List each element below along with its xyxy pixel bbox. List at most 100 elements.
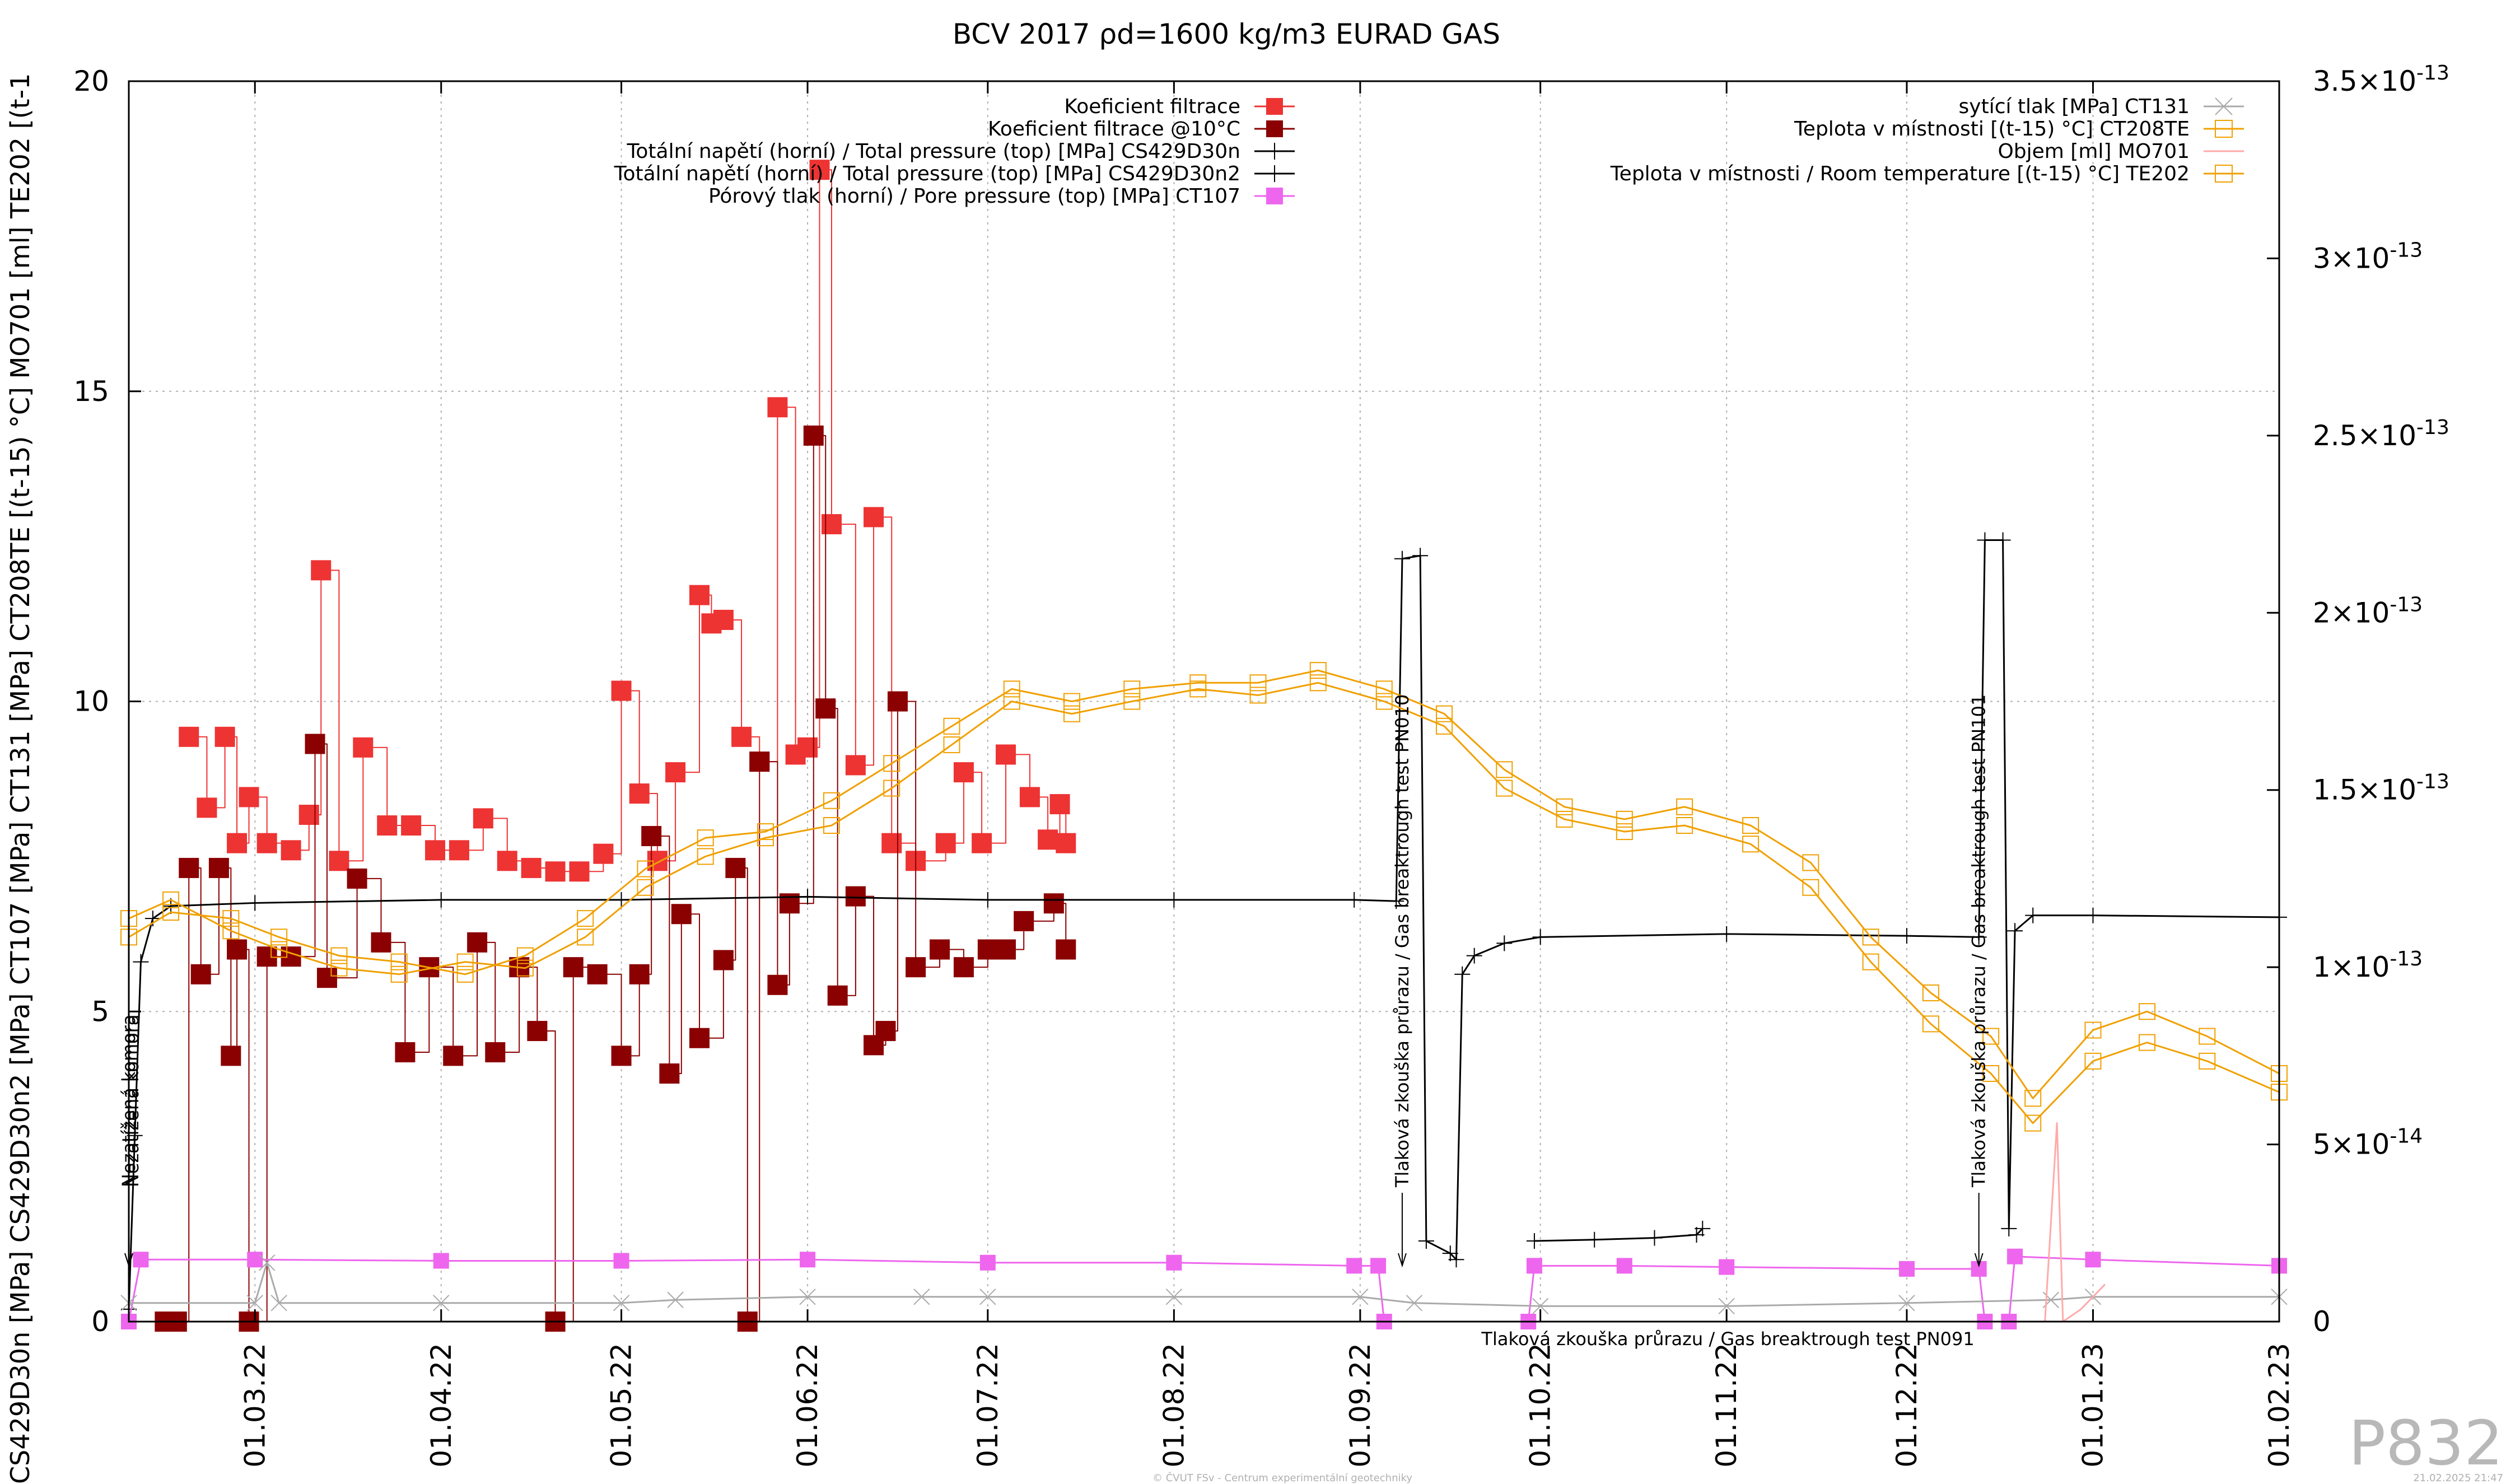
data-point (823, 817, 840, 834)
annotation-arrowhead (1974, 1253, 1984, 1268)
data-point (1556, 810, 1573, 828)
data-point (629, 964, 650, 984)
annotation-label: Nezatížená komora (122, 1015, 143, 1188)
data-point (2084, 1021, 2102, 1039)
data-point (2007, 1248, 2023, 1264)
data-point (797, 737, 818, 758)
data-point (875, 1021, 896, 1042)
data-point (569, 861, 590, 882)
data-point (353, 737, 374, 758)
data-point (247, 1252, 263, 1268)
data-point (1526, 1258, 1542, 1274)
data-point (1676, 817, 1693, 834)
data-point (1249, 674, 1267, 692)
data-point (456, 965, 474, 983)
data-point (1742, 836, 1760, 853)
data-point (298, 805, 319, 825)
data-point (222, 922, 240, 940)
data-point (2025, 907, 2041, 923)
data-point (221, 1046, 241, 1066)
legend-label: Teplota v místnosti [(t-15) °C] CT208TE (1794, 118, 2190, 141)
data-point (377, 815, 398, 836)
data-point (637, 879, 654, 896)
y-tick-label: 5 (91, 995, 109, 1028)
data-point (979, 1288, 996, 1305)
data-point (527, 1021, 548, 1042)
data-point (1436, 705, 1453, 722)
series-layer (120, 160, 2288, 1332)
data-point (689, 1028, 710, 1048)
data-point (516, 947, 534, 964)
data-point (815, 698, 836, 719)
data-point (2215, 120, 2233, 138)
data-point (208, 857, 229, 878)
data-point (1977, 532, 1993, 548)
data-point (2139, 1003, 2156, 1020)
data-point (577, 910, 594, 927)
x-tick-label: 01.08.22 (1158, 1343, 1190, 1468)
x-tick-label: 01.02.23 (2263, 1343, 2295, 1468)
data-point (821, 514, 842, 535)
data-point (1718, 1298, 1735, 1315)
data-point (629, 783, 650, 804)
data-point (845, 755, 866, 776)
data-point (330, 947, 348, 964)
data-point (611, 680, 632, 701)
data-point (433, 1253, 449, 1269)
data-point (2139, 1034, 2156, 1051)
data-point (1375, 680, 1393, 698)
data-point (162, 904, 180, 921)
data-point (1616, 1258, 1632, 1274)
data-point (2024, 1114, 2042, 1132)
data-point (1496, 780, 1513, 797)
legend-label: Totální napětí (horní) / Total pressure … (614, 162, 1240, 185)
legend-label: Pórový tlak (horní) / Pore pressure (top… (708, 185, 1240, 208)
data-point (1370, 1258, 1387, 1274)
legend-label: Koeficient filtrace @10°C (988, 118, 1240, 141)
data-point (864, 507, 884, 528)
data-point (883, 780, 900, 797)
data-point (239, 787, 259, 808)
data-point (1586, 1231, 1603, 1248)
legend-label: Koeficient filtrace (1064, 95, 1240, 118)
data-point (1003, 680, 1020, 698)
data-point (667, 1291, 684, 1308)
data-point (1526, 1233, 1542, 1249)
data-point (1695, 1220, 1711, 1236)
data-point (1982, 1065, 2000, 1082)
data-point (258, 1254, 276, 1271)
data-point (473, 808, 493, 829)
x-tick-label: 01.03.22 (239, 1343, 271, 1468)
data-point (222, 910, 240, 927)
data-point (1688, 1226, 1705, 1243)
data-point (1063, 705, 1081, 722)
annotation-label: Tlaková zkouška průrazu / Gas breaktroug… (1392, 694, 1413, 1188)
data-point (1418, 1233, 1434, 1249)
data-point (144, 911, 161, 927)
data-point (1898, 928, 1915, 944)
data-point (1719, 926, 1735, 942)
data-point (270, 1295, 287, 1312)
data-point (725, 857, 746, 878)
data-point (943, 717, 960, 735)
annotation-label: Tlaková zkouška průrazu / Gas breaktroug… (1968, 694, 1990, 1188)
data-point (587, 964, 608, 984)
data-point (1862, 953, 1879, 970)
data-point (2024, 1090, 2042, 1107)
data-point (713, 609, 734, 630)
data-point (281, 946, 301, 967)
data-point (2199, 1052, 2216, 1070)
x-tick-label: 01.01.23 (2076, 1343, 2109, 1468)
data-point (401, 815, 422, 836)
data-point (1898, 1295, 1915, 1312)
data-point (1014, 911, 1034, 931)
data-point (767, 397, 788, 418)
data-point (1038, 829, 1058, 850)
data-point (1532, 1298, 1549, 1315)
data-point (371, 932, 391, 953)
data-point (179, 857, 199, 878)
data-point (329, 851, 349, 871)
series-5 (120, 1254, 2288, 1315)
annotation-label: Tlaková zkouška průrazu / Gas breaktroug… (1481, 1328, 1974, 1350)
y2-tick-label: 1.5×10-13 (2313, 771, 2449, 806)
